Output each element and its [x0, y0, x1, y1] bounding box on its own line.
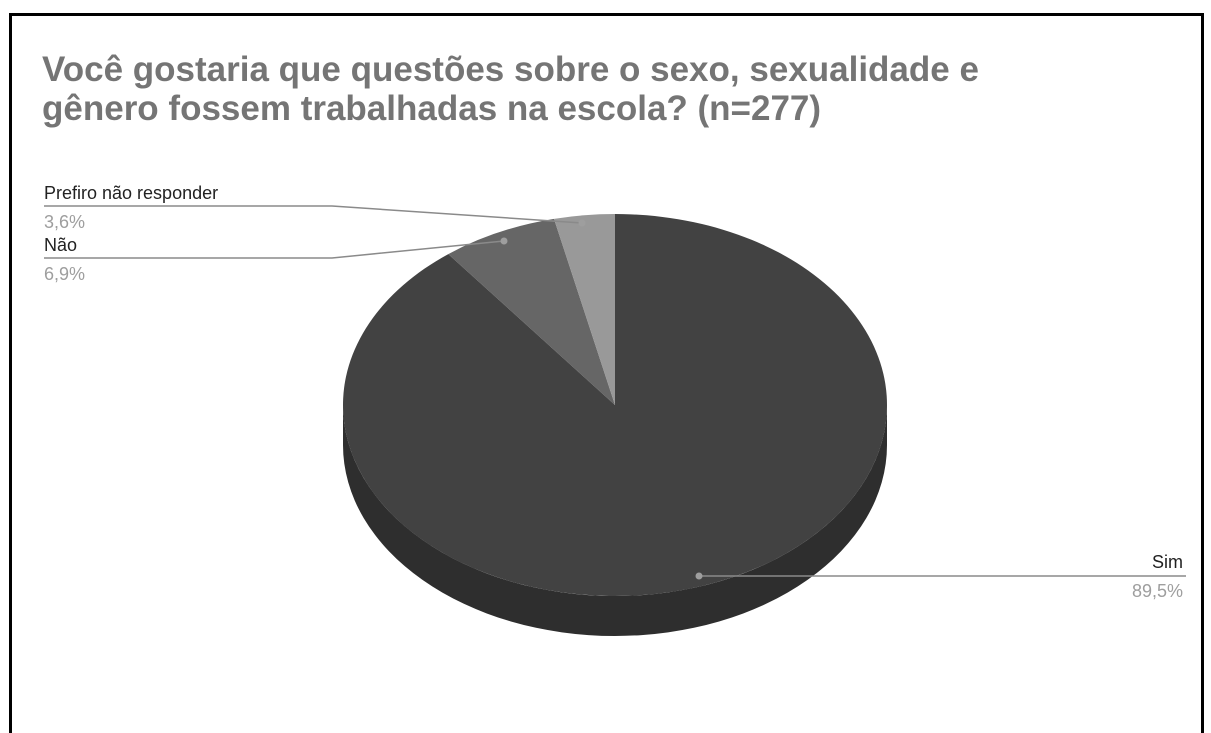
chart-title: Você gostaria que questões sobre o sexo,… — [42, 50, 1142, 128]
pie-side — [343, 405, 887, 636]
leader-dot-2 — [578, 219, 586, 227]
chart-title-line-2: gênero fossem trabalhadas na escola? (n=… — [42, 89, 822, 128]
label-sim: Sim — [1152, 552, 1183, 572]
pie-leaders — [44, 205, 1186, 580]
label-nao: Não — [44, 235, 77, 255]
leader-line-1 — [44, 240, 505, 259]
label-prefiro-nao-responder: Prefiro não responder — [44, 183, 218, 203]
chart-title-line-1: Você gostaria que questões sobre o sexo,… — [42, 50, 979, 89]
value-nao: 6,9% — [44, 264, 85, 284]
pie-slice-n-o[interactable] — [448, 218, 615, 405]
pie-top — [342, 214, 887, 596]
leader-dot-1 — [500, 237, 508, 245]
value-prefiro-nao-responder: 3,6% — [44, 212, 85, 232]
leader-dot-0 — [695, 572, 703, 580]
pie-slice-prefiro-n-o-responder[interactable] — [553, 214, 615, 405]
leader-line-2 — [44, 205, 583, 224]
pie-side-0 — [343, 405, 887, 636]
value-sim: 89,5% — [1132, 581, 1183, 601]
